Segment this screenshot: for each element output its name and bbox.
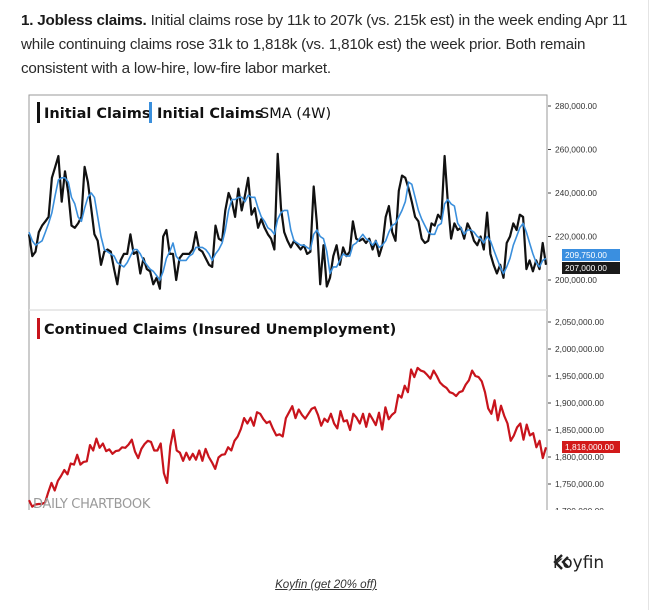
legend-continued-label: Continued Claims (Insured Unemployment) [44,322,396,338]
koyfin-link[interactable]: Koyfin (get 20% off) [275,578,377,591]
initial-claims-sma-line [28,177,547,281]
initial-claims-line [27,152,548,290]
legend-sma-suffix: SMA (4W) [260,106,331,122]
y-tick-label: 1,850,000.00 [555,425,604,435]
legend-swatch-continued [37,318,40,339]
sma-last-value-label-bg [562,249,620,261]
continued-last-value-label: 1,818,000.00 [565,442,614,452]
y-tick-label: 1,900,000.00 [555,398,604,408]
intro-paragraph: 1. Jobless claims. Initial claims rose b… [21,9,631,81]
continued-claims-panel: 2,050,000.00 2,000,000.00 1,950,000.00 1,90… [28,317,620,510]
continued-last-value-label-bg [562,441,620,453]
y-tick-label: 2,050,000.00 [555,317,604,327]
initial-last-value-label: 207,000.00 [565,263,607,273]
plot-frame [28,94,548,510]
page-right-border [648,0,649,610]
y-tick-label: 1,800,000.00 [555,452,604,462]
y-tick-label: 1,950,000.00 [555,371,604,381]
initial-last-value-label-bg [562,262,620,274]
y-tick-label: 2,000,000.00 [555,344,604,354]
y-tick-label: 220,000.00 [555,232,597,242]
legend-sma-label: Initial Claims [157,106,264,122]
sma-last-value-label: 209,750.00 [565,250,607,260]
koyfin-logo: koyfin [553,553,604,573]
continued-claims-line [28,366,548,508]
initial-claims-panel: 280,000.00 260,000.00 240,000.00 220,000.00… [27,101,620,290]
watermark: DAILY CHARTBOOK [33,497,151,510]
legend-initial-label: Initial Claims [44,106,151,122]
y-tick-label: 260,000.00 [555,145,597,155]
intro-heading: 1. Jobless claims. [21,12,147,29]
source-caption: Koyfin (get 20% off) [0,578,652,591]
legend-initial-claims: Initial Claims [37,102,151,123]
claims-chart: 280,000.00 260,000.00 240,000.00 220,000.00… [0,90,658,510]
y-tick-label: 200,000.00 [555,275,597,285]
y-tick-label: 280,000.00 [555,101,597,111]
legend-swatch-sma [149,102,152,123]
y-tick-label: 240,000.00 [555,188,597,198]
legend-swatch-initial [37,102,40,123]
y-tick-label: 1,700,000.00 [555,506,604,510]
y-tick-label: 1,750,000.00 [555,479,604,489]
claims-chart-svg: 280,000.00 260,000.00 240,000.00 220,000.00… [27,94,620,510]
intro-body: Initial claims rose by 11k to 207k (vs. … [21,12,628,77]
koyfin-chevron-icon [553,554,569,570]
legend-continued-claims: Continued Claims (Insured Unemployment) [37,318,396,339]
legend-sma: Initial Claims SMA (4W) [149,102,331,123]
